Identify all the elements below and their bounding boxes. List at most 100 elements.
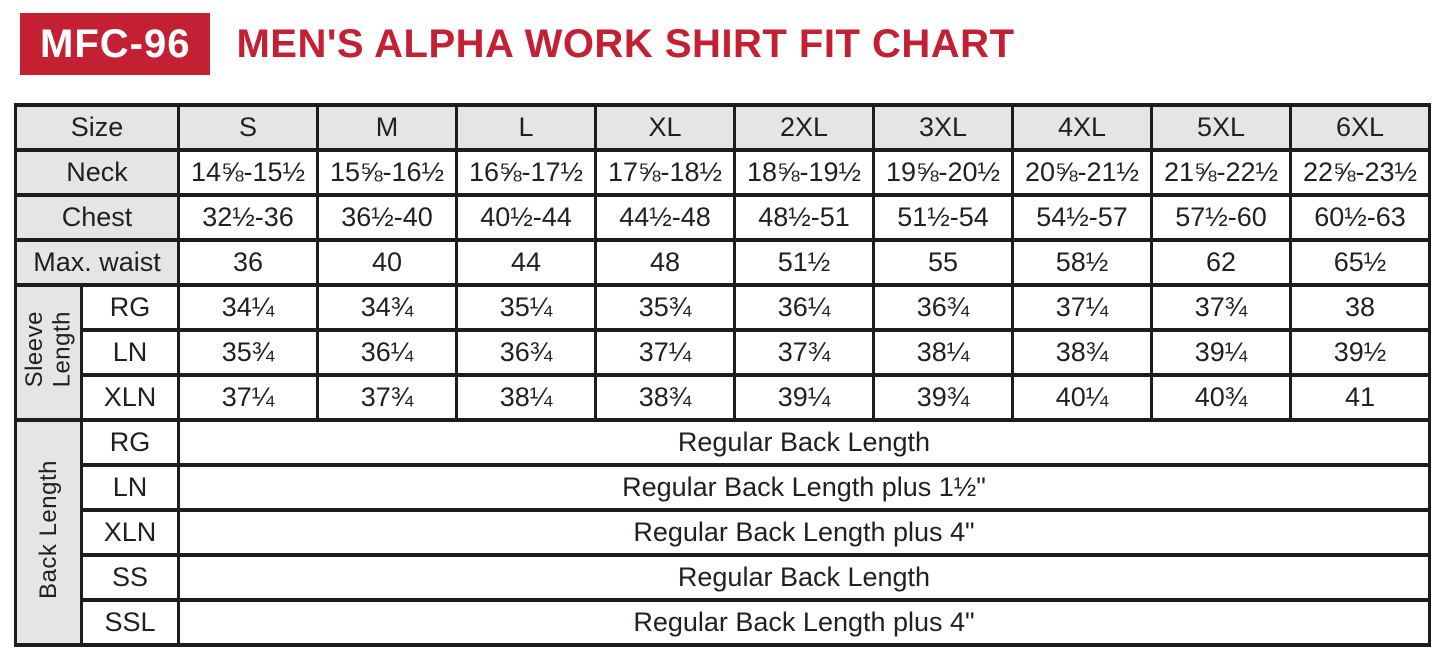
cell: 60½-63: [1289, 193, 1431, 242]
cell: 39¼: [733, 373, 875, 422]
size-header: 3XL: [872, 103, 1014, 152]
cell: 65½: [1289, 238, 1431, 287]
cell: 39½: [1289, 328, 1431, 377]
cell: 32½-36: [177, 193, 319, 242]
sub-label-ssl: SSL: [80, 598, 180, 647]
cell: 36¾: [872, 283, 1014, 332]
cell: 38¾: [1011, 328, 1153, 377]
cell: 17⅝-18½: [594, 148, 736, 197]
cell: 39¼: [1150, 328, 1292, 377]
back-length-value: Regular Back Length plus 4": [177, 598, 1431, 647]
cell: 44½-48: [594, 193, 736, 242]
cell: 34¼: [177, 283, 319, 332]
row-label-max-waist: Max. waist: [14, 238, 180, 287]
table-row-back-ss: SS Regular Back Length: [16, 553, 1431, 602]
cell: 62: [1150, 238, 1292, 287]
cell: 37¼: [177, 373, 319, 422]
cell: 48: [594, 238, 736, 287]
group-label-back-length-text: Back Length: [34, 459, 62, 599]
table-row-max-waist: Max. waist 36 40 44 48 51½ 55 58½ 62 65½: [14, 238, 1431, 287]
size-header: XL: [594, 103, 736, 152]
cell: 40: [316, 238, 458, 287]
back-length-value: Regular Back Length: [177, 418, 1431, 467]
cell: 37¾: [1150, 283, 1292, 332]
cell: 40½-44: [455, 193, 597, 242]
size-header: 6XL: [1289, 103, 1431, 152]
row-label-chest: Chest: [14, 193, 180, 242]
sub-label-rg: RG: [80, 418, 180, 467]
cell: 36¾: [455, 328, 597, 377]
size-header: M: [316, 103, 458, 152]
table-row-neck: Neck 14⅝-15½ 15⅝-16½ 16⅝-17½ 17⅝-18½ 18⅝…: [14, 148, 1431, 197]
page-header: MFC-96 MEN'S ALPHA WORK SHIRT FIT CHART: [20, 13, 1015, 75]
cell: 15⅝-16½: [316, 148, 458, 197]
sub-label-xln: XLN: [80, 508, 180, 557]
cell: 35¼: [455, 283, 597, 332]
size-header: 5XL: [1150, 103, 1292, 152]
cell: 38¾: [594, 373, 736, 422]
cell: 18⅝-19½: [733, 148, 875, 197]
cell: 38: [1289, 283, 1431, 332]
table-row-size: Size S M L XL 2XL 3XL 4XL 5XL 6XL: [14, 103, 1431, 152]
cell: 58½: [1011, 238, 1153, 287]
cell: 57½-60: [1150, 193, 1292, 242]
table-row-chest: Chest 32½-36 36½-40 40½-44 44½-48 48½-51…: [14, 193, 1431, 242]
cell: 55: [872, 238, 1014, 287]
cell: 37¾: [316, 373, 458, 422]
back-length-value: Regular Back Length plus 4": [177, 508, 1431, 557]
size-header: L: [455, 103, 597, 152]
cell: 51½-54: [872, 193, 1014, 242]
size-header: S: [177, 103, 319, 152]
fit-chart-table: Size S M L XL 2XL 3XL 4XL 5XL 6XL Neck 1…: [14, 103, 1431, 647]
sub-label-ln: LN: [80, 328, 180, 377]
cell: 51½: [733, 238, 875, 287]
size-header: 4XL: [1011, 103, 1153, 152]
page-title: MEN'S ALPHA WORK SHIRT FIT CHART: [236, 22, 1015, 66]
sub-label-rg: RG: [80, 283, 180, 332]
cell: 35¾: [177, 328, 319, 377]
row-label-neck: Neck: [14, 148, 180, 197]
table-row-back-rg: Back Length RG Regular Back Length: [14, 418, 1431, 647]
sub-label-ss: SS: [80, 553, 180, 602]
table-row-sleeve-rg: Sleeve Length RG 34¼ 34¾ 35¼ 35¾ 36¼ 36¾…: [14, 283, 1431, 422]
cell: 36¼: [316, 328, 458, 377]
cell: 20⅝-21½: [1011, 148, 1153, 197]
sub-label-ln: LN: [80, 463, 180, 512]
cell: 19⅝-20½: [872, 148, 1014, 197]
cell: 40¼: [1011, 373, 1153, 422]
size-header: 2XL: [733, 103, 875, 152]
cell: 22⅝-23½: [1289, 148, 1431, 197]
cell: 48½-51: [733, 193, 875, 242]
cell: 41: [1289, 373, 1431, 422]
cell: 37¾: [733, 328, 875, 377]
table-row-back-ln: LN Regular Back Length plus 1½": [16, 463, 1431, 512]
sub-label-xln: XLN: [80, 373, 180, 422]
group-label-sleeve-length-text: Sleeve Length: [20, 310, 76, 388]
back-length-value: Regular Back Length: [177, 553, 1431, 602]
cell: 37¼: [594, 328, 736, 377]
table-row-sleeve-xln: XLN 37¼ 37¾ 38¼ 38¾ 39¼ 39¾ 40¼ 40¾ 41: [16, 373, 1431, 422]
row-label-size: Size: [14, 103, 180, 152]
cell: 14⅝-15½: [177, 148, 319, 197]
cell: 44: [455, 238, 597, 287]
table-row-sleeve-ln: LN 35¾ 36¼ 36¾ 37¼ 37¾ 38¼ 38¾ 39¼ 39½: [16, 328, 1431, 377]
cell: 54½-57: [1011, 193, 1153, 242]
cell: 16⅝-17½: [455, 148, 597, 197]
cell: 37¼: [1011, 283, 1153, 332]
group-label-back-length: Back Length: [14, 418, 83, 647]
cell: 36½-40: [316, 193, 458, 242]
cell: 39¾: [872, 373, 1014, 422]
cell: 34¾: [316, 283, 458, 332]
table-row-back-ssl: SSL Regular Back Length plus 4": [16, 598, 1431, 647]
cell: 36: [177, 238, 319, 287]
cell: 38¼: [455, 373, 597, 422]
cell: 36¼: [733, 283, 875, 332]
cell: 35¾: [594, 283, 736, 332]
cell: 40¾: [1150, 373, 1292, 422]
table-row-back-xln: XLN Regular Back Length plus 4": [16, 508, 1431, 557]
cell: 38¼: [872, 328, 1014, 377]
group-label-sleeve-length: Sleeve Length: [14, 283, 83, 422]
back-length-value: Regular Back Length plus 1½": [177, 463, 1431, 512]
cell: 21⅝-22½: [1150, 148, 1292, 197]
